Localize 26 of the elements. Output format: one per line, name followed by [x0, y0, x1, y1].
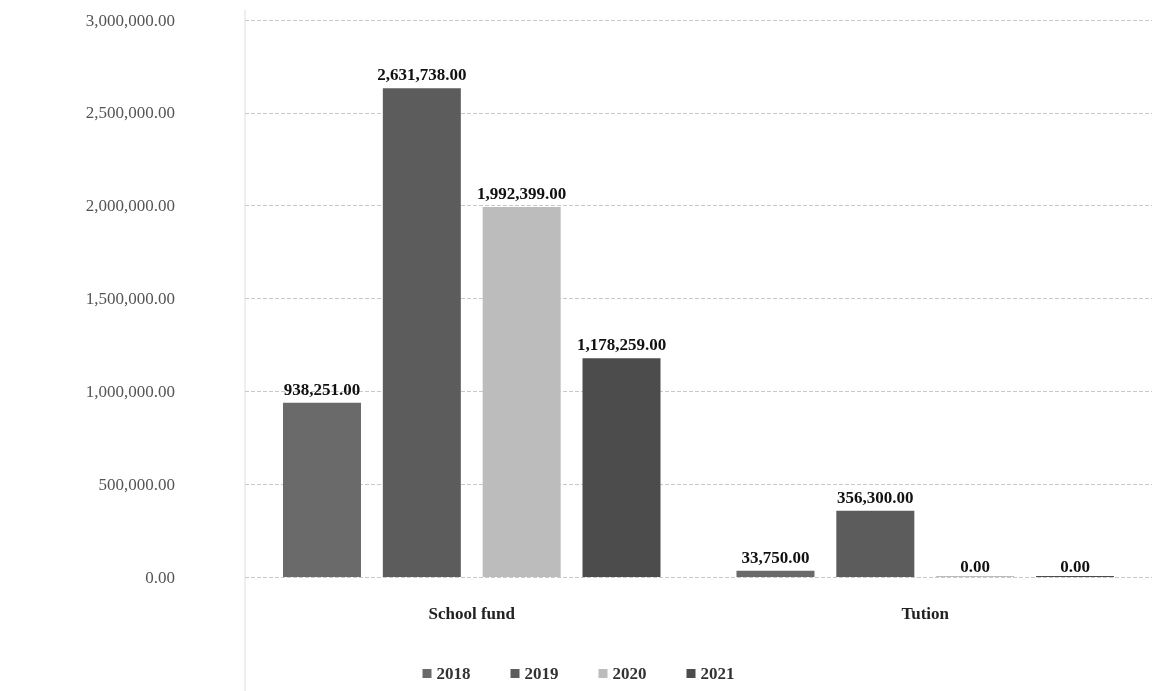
- data-label: 0.00: [1060, 557, 1090, 576]
- data-label: 0.00: [960, 557, 991, 576]
- y-tick-label: 2,500,000.00: [85, 103, 175, 123]
- bar: [382, 88, 461, 577]
- bar: [582, 358, 661, 577]
- legend-label: 2021: [700, 664, 735, 683]
- legend-label: 2019: [524, 664, 559, 683]
- bar: [282, 402, 361, 577]
- y-tick-label: 2,000,000.00: [85, 196, 175, 216]
- bar: [836, 510, 915, 577]
- data-label: 2,631,738.00: [377, 65, 467, 85]
- x-tick-label: Tution: [901, 604, 950, 623]
- y-tick-label: 3,000,000.00: [85, 10, 175, 30]
- data-label: 356,300.00: [837, 487, 914, 507]
- y-tick-label: 500,000.00: [98, 474, 175, 494]
- x-tick-label: School fund: [428, 604, 516, 623]
- data-label: 1,992,399.00: [477, 184, 567, 204]
- y-tick-label: 0.00: [145, 567, 175, 587]
- bar: [736, 570, 815, 577]
- data-label: 33,750.00: [741, 547, 810, 567]
- y-tick-label: 1,000,000.00: [85, 381, 175, 401]
- legend-label: 2020: [612, 664, 647, 683]
- y-tick-label: 1,500,000.00: [85, 289, 175, 308]
- data-label: 938,251.00: [283, 379, 361, 399]
- legend-label: 2018: [436, 664, 471, 683]
- data-label: 1,178,259.00: [576, 335, 667, 355]
